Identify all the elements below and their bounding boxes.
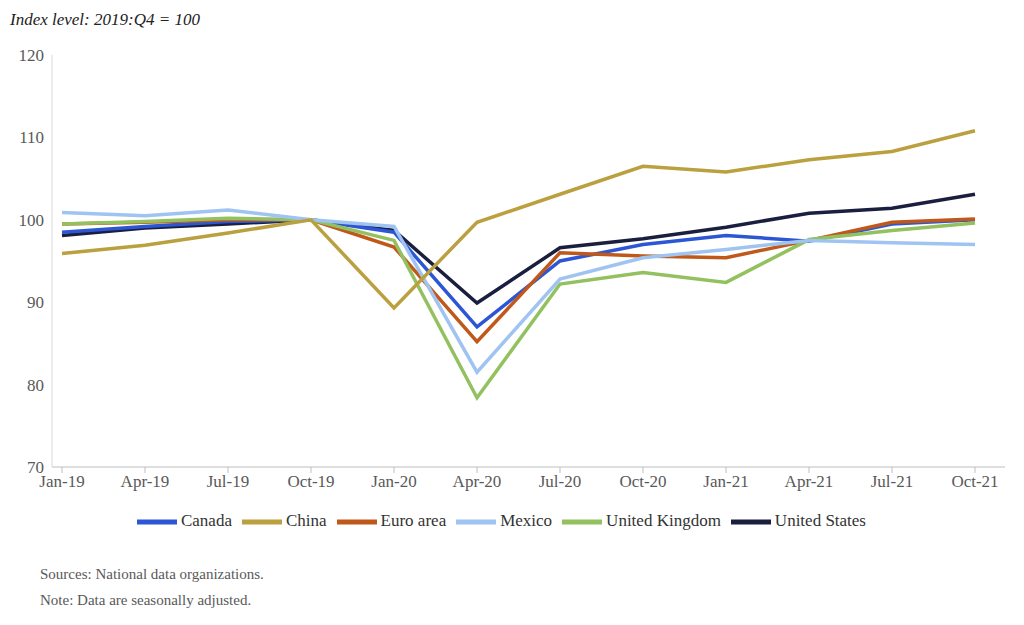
svg-text:Oct-19: Oct-19 [287, 472, 334, 491]
svg-text:Apr-19: Apr-19 [121, 472, 170, 491]
html-text:Sources: National data organiz: Sources: National data organizations. [40, 566, 264, 582]
svg-text:100: 100 [19, 211, 45, 230]
html-text:China: China [286, 510, 327, 530]
svg-text:70: 70 [27, 458, 44, 477]
html-text:United Kingdom: United Kingdom [606, 510, 721, 530]
html-text:Canada: Canada [181, 510, 232, 530]
html-text:Euro area: Euro area [380, 510, 447, 530]
html-text:Index level: 2019:Q4 = 100: Index level: 2019:Q4 = 100 [10, 10, 200, 29]
html-text:Note: Data are seasonally adju: Note: Data are seasonally adjusted. [40, 592, 252, 608]
svg-text:Oct-21: Oct-21 [951, 472, 998, 491]
svg-text:110: 110 [19, 128, 44, 147]
svg-text:Jul-21: Jul-21 [871, 472, 914, 491]
svg-text:Apr-21: Apr-21 [785, 472, 834, 491]
svg-text:Jul-20: Jul-20 [539, 472, 582, 491]
html-text:United States: United States [774, 510, 866, 530]
svg-text:Jan-19: Jan-19 [39, 472, 84, 491]
svg-text:Jan-21: Jan-21 [703, 472, 748, 491]
svg-text:Oct-20: Oct-20 [619, 472, 666, 491]
svg-text:Jan-20: Jan-20 [371, 472, 416, 491]
svg-text:Jul-19: Jul-19 [207, 472, 250, 491]
svg-text:120: 120 [19, 46, 45, 65]
svg-text:90: 90 [27, 293, 44, 312]
html-text:Mexico: Mexico [500, 510, 553, 530]
svg-text:Apr-20: Apr-20 [453, 472, 502, 491]
svg-text:80: 80 [27, 376, 44, 395]
